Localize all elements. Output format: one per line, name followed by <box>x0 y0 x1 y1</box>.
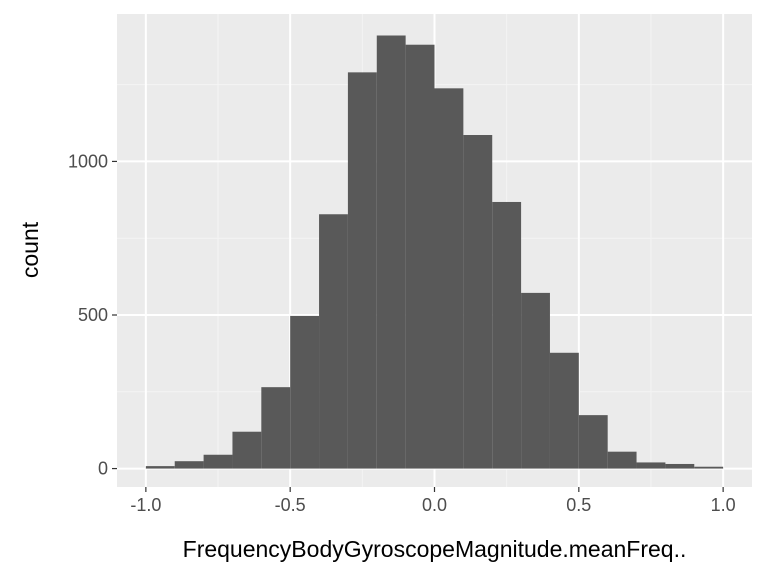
histogram-bar <box>578 415 608 469</box>
histogram-bar <box>290 315 320 469</box>
histogram-bar <box>203 454 233 469</box>
histogram-bar <box>694 466 724 469</box>
histogram-bar <box>347 72 377 469</box>
histogram-bar <box>405 44 435 469</box>
histogram-bar <box>434 88 464 469</box>
histogram-bar <box>521 292 550 469</box>
y-tick-label: 1000 <box>68 151 108 171</box>
histogram-bar <box>145 466 175 469</box>
y-axis-title: count <box>17 221 43 278</box>
histogram-bar <box>319 214 348 469</box>
histogram-bar <box>232 431 262 469</box>
histogram-bar <box>665 463 695 469</box>
histogram-bar <box>463 135 493 469</box>
y-tick-label: 0 <box>98 459 108 479</box>
histogram-bar <box>607 451 637 469</box>
histogram-bar <box>261 387 291 469</box>
histogram-bars <box>145 35 724 469</box>
histogram-bar <box>549 352 579 469</box>
x-tick-label: 0.0 <box>422 495 447 515</box>
x-tick-label: -1.0 <box>130 495 161 515</box>
axes: -1.0 -0.5 0.0 0.5 1.0 0 500 1000 <box>68 151 736 515</box>
histogram-bar <box>492 201 522 469</box>
x-tick-label: 1.0 <box>711 495 736 515</box>
histogram-bar <box>174 461 204 469</box>
x-tick-label: 0.5 <box>566 495 591 515</box>
histogram-bar <box>636 462 666 469</box>
histogram-bar <box>376 35 406 469</box>
y-tick-label: 500 <box>78 305 108 325</box>
x-tick-label: -0.5 <box>275 495 306 515</box>
x-axis-title: FrequencyBodyGyroscopeMagnitude.meanFreq… <box>183 536 687 562</box>
